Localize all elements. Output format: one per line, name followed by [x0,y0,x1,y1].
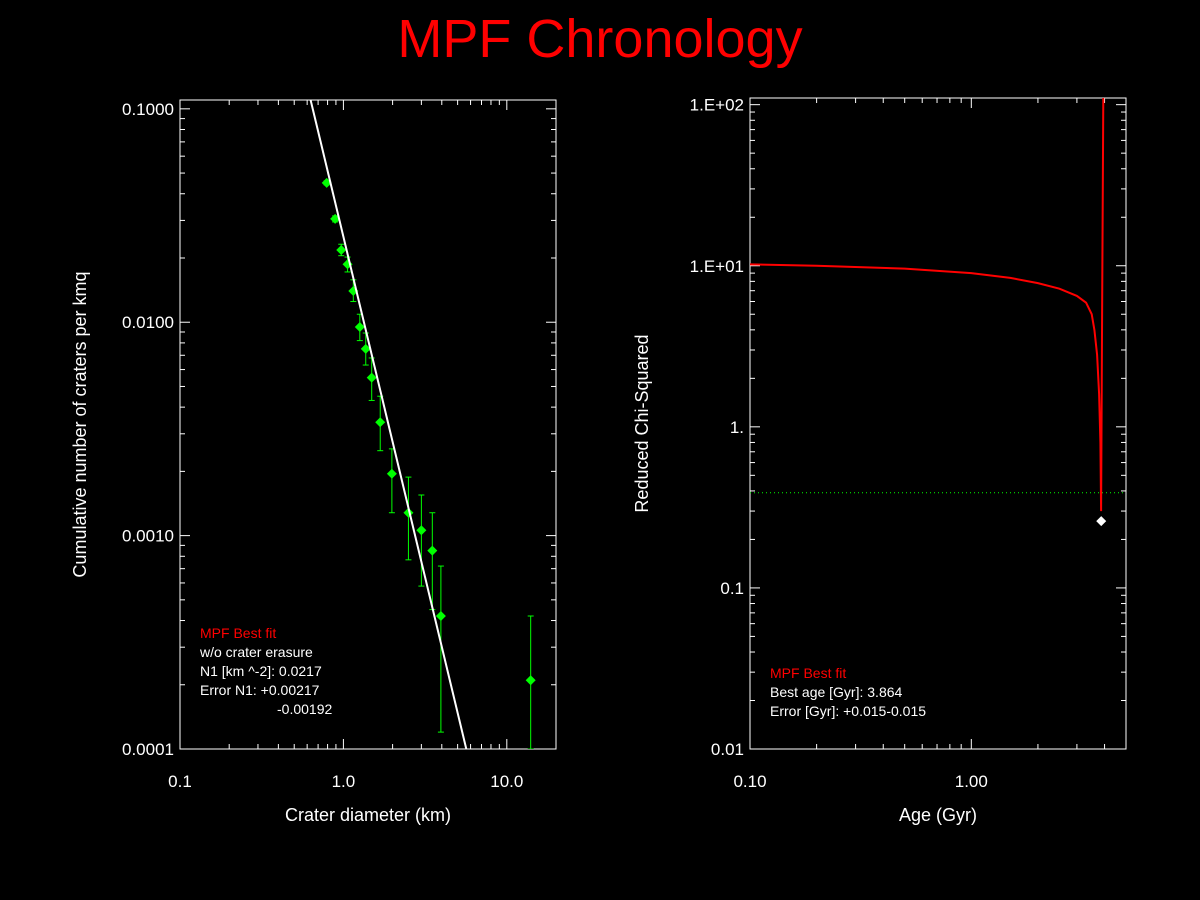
legend-heading: MPF Best fit [200,625,276,641]
data-point [416,525,427,536]
x-axis-label: Age (Gyr) [899,805,977,825]
legend-line: Best age [Gyr]: 3.864 [770,684,903,700]
x-tick-label: 1.0 [332,772,356,791]
y-tick-label: 1.E+02 [690,96,744,115]
y-tick-label: 0.0010 [122,527,174,546]
plot-frame [179,99,557,750]
legend-line: w/o crater erasure [199,644,313,660]
x-tick-label: 0.1 [168,772,192,791]
y-tick-label: 1.E+01 [690,257,744,276]
legend: MPF Best fit Best age [Gyr]: 3.864 Error [… [770,665,926,719]
data-point [427,545,438,556]
x-tick-label: 1.00 [955,772,988,791]
y-tick-label: 0.0100 [122,313,174,332]
legend-line: Error [Gyr]: +0.015-0.015 [770,703,926,719]
legend-line: -0.00192 [277,701,332,717]
crater-size-frequency-chart: 0.1 1.0 10.0 0.0001 0.0010 0.0100 0.1000 Crater… [70,99,557,825]
y-axis-label: Cumulative number of craters per kmq [70,271,90,577]
legend-line: N1 [km ^-2]: 0.0217 [200,663,322,679]
plot-area [750,98,1126,527]
y-tick-label: 0.01 [711,740,744,759]
y-tick-label: 1. [730,418,744,437]
plot-area [309,100,536,749]
fit-line [309,100,468,749]
data-point [354,321,365,332]
y-tick-label: 0.1 [720,579,744,598]
legend-heading: MPF Best fit [770,665,846,681]
data-point [386,468,397,479]
data-point [366,372,377,383]
best-fit-point [1096,516,1107,527]
y-axis-label: Reduced Chi-Squared [632,334,652,512]
legend-line: Error N1: +0.00217 [200,682,320,698]
data-point [525,675,536,686]
data-point [360,343,371,354]
page-title: MPF Chronology [397,9,803,69]
x-tick-label: 10.0 [490,772,523,791]
data-point [375,417,386,428]
x-axis-label: Crater diameter (km) [285,805,451,825]
chi-squared-chart: 0.10 1.00 0.01 0.1 1. 1.E+01 1.E+02 Age (Gyr) Re… [632,96,1127,825]
plot-frame [749,97,1127,750]
data-point [336,244,347,255]
legend: MPF Best fit w/o crater erasure N1 [km ^-2… [199,625,332,717]
y-tick-label: 0.0001 [122,740,174,759]
chi-squared-curve [750,98,1105,512]
x-tick-label: 0.10 [733,772,766,791]
data-point [435,611,446,622]
y-tick-label: 0.1000 [122,100,174,119]
